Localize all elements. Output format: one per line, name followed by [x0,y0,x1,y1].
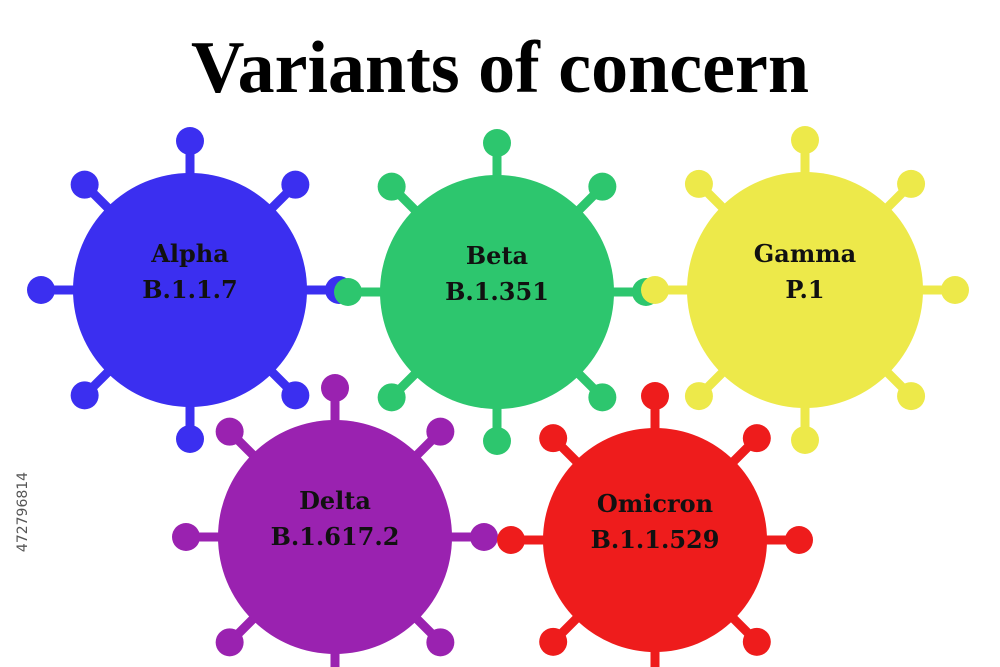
spike-head [641,382,669,410]
spike-head [588,383,617,412]
spike-head [176,425,204,453]
spike-head [321,374,349,402]
spike-head [897,169,926,198]
spike-head [281,170,310,199]
spike-head [377,172,406,201]
spike-head [791,126,819,154]
spike-head [172,523,200,551]
virus: Delta B.1.617.2 [172,374,498,667]
spike-head [684,169,713,198]
spike-head [483,129,511,157]
virus: Omicron B.1.1.529 [497,382,813,667]
variant-lineage: B.1.617.2 [271,522,400,551]
virus: Beta B.1.351 [334,129,660,455]
spike-head [470,523,498,551]
spike-head [539,627,568,656]
spike-head [497,526,525,554]
spike-head [588,172,617,201]
watermark-id: 472796814 [15,472,31,552]
virus-body [543,428,767,652]
spike-head [742,627,771,656]
variant-name: Omicron [597,489,713,518]
spike-head [426,417,455,446]
spike-head [539,424,568,453]
variant-name: Delta [299,486,371,515]
spike-head [334,278,362,306]
variant-lineage: B.1.1.529 [591,525,720,554]
spike-head [791,426,819,454]
variant-lineage: B.1.1.7 [142,275,237,304]
spike-head [70,170,99,199]
virus-body [687,172,923,408]
title: Variants of concern [191,27,809,109]
virus: Gamma P.1 [641,126,969,454]
spike-head [426,628,455,657]
spike-head [27,276,55,304]
spike-head [742,424,771,453]
spike-head [281,381,310,410]
virus-body [73,173,307,407]
variant-name: Alpha [150,239,229,268]
virus-group: Alpha B.1.1.7 Beta B.1.351 Gamma P.1 Delta B.1.… [27,126,969,667]
spike-head [483,427,511,455]
spike-head [215,417,244,446]
virus-body [218,420,452,654]
spike-head [70,381,99,410]
spike-head [176,127,204,155]
spike-head [215,628,244,657]
variant-lineage: P.1 [785,275,824,304]
spike-head [897,382,926,411]
virus: Alpha B.1.1.7 [27,127,353,453]
variant-name: Gamma [754,239,856,268]
spike-head [941,276,969,304]
virus-body [380,175,614,409]
variant-lineage: B.1.351 [445,277,549,306]
spike-head [785,526,813,554]
spike-head [377,383,406,412]
spike-head [684,382,713,411]
spike-head [641,276,669,304]
variant-name: Beta [466,241,528,270]
